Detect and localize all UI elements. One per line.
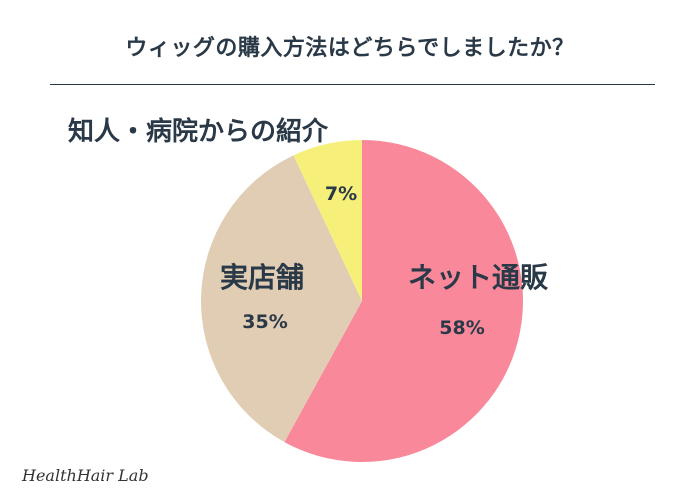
- title-divider: [50, 84, 655, 85]
- slice-label-3: 知人・病院からの紹介: [68, 116, 329, 147]
- slice-label-2: 実店舗: [220, 261, 304, 294]
- pie-slice-1: [284, 140, 523, 462]
- slice-label-1: ネット通販: [408, 261, 549, 294]
- chart-title: ウィッグの購入方法はどちらでしましたか？: [125, 36, 575, 61]
- watermark-logo: HealthHair Lab: [22, 466, 149, 485]
- pie-slice-3: [293, 140, 362, 301]
- slice-value-2: 35%: [242, 311, 287, 333]
- slice-value-3: 7%: [325, 183, 357, 205]
- slice-value-1: 58%: [439, 317, 484, 339]
- pie-slice-2: [200, 155, 362, 443]
